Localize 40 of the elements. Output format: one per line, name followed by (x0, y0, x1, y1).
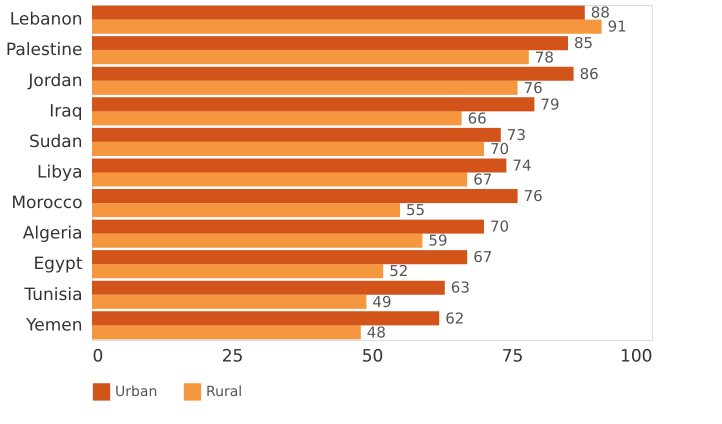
data-label: 76 (524, 187, 543, 206)
data-label: 67 (473, 170, 492, 189)
data-label: 78 (534, 48, 554, 66)
data-label: 49 (372, 292, 392, 311)
y-tick-label: Iraq (49, 101, 82, 122)
data-label: 85 (574, 34, 594, 52)
data-label: 79 (540, 95, 560, 114)
data-label: 91 (608, 18, 627, 36)
data-label: 59 (428, 232, 448, 250)
data-label: 74 (512, 156, 532, 174)
data-label: 67 (473, 248, 492, 266)
data-label: 66 (468, 109, 487, 128)
data-label: 52 (389, 262, 408, 280)
y-tick-label: Libya (37, 162, 82, 182)
y-tick-label: Tunisia (23, 284, 82, 305)
y-tick-label: Jordan (27, 70, 82, 91)
legend-label: Rural (206, 384, 242, 400)
data-label: 86 (580, 64, 599, 83)
y-tick-label: Egypt (33, 254, 83, 274)
data-label: 73 (506, 126, 526, 144)
data-label: 70 (490, 218, 510, 236)
data-label: 88 (590, 4, 610, 22)
data-label: 63 (450, 278, 470, 297)
y-tick-label: Lebanon (10, 10, 82, 30)
data-label: 48 (366, 323, 386, 342)
y-tick-label: Yemen (25, 315, 82, 336)
data-label: 55 (406, 201, 426, 220)
y-tick-label: Palestine (6, 40, 82, 60)
y-tick-label: Sudan (28, 132, 82, 152)
y-tick-label: Algeria (22, 224, 82, 244)
data-label: 62 (445, 309, 464, 328)
x-tick-label: 100 (620, 346, 652, 366)
x-tick-label: 75 (502, 346, 524, 366)
y-tick-label: Morocco (11, 193, 82, 214)
legend-label: Urban (115, 384, 158, 400)
data-label: 76 (524, 78, 543, 97)
x-tick-label: 25 (222, 346, 244, 366)
data-label: 70 (490, 140, 510, 158)
x-tick-label: 0 (92, 346, 104, 366)
x-tick-label: 50 (362, 346, 384, 366)
